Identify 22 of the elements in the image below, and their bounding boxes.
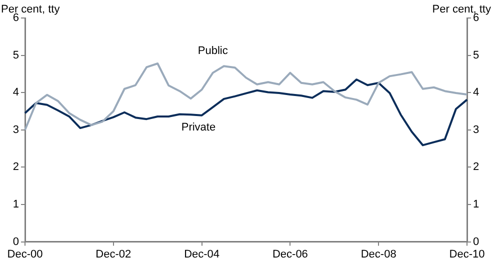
x-tick-label: Dec-08 <box>360 248 396 260</box>
y-tick-label: 6 <box>12 12 19 24</box>
y2-tick-label: 6 <box>473 12 480 24</box>
x-tick-label: Dec-02 <box>96 248 132 260</box>
y2-tick-label: 5 <box>473 49 480 62</box>
y-tick-label: 1 <box>12 198 19 211</box>
y2-tick-label: 2 <box>473 161 480 174</box>
y-tick-label: 3 <box>12 124 19 136</box>
x-tick-label: Dec-00 <box>7 248 43 260</box>
y2-tick-label: 3 <box>473 124 480 136</box>
y2-tick-label: 4 <box>473 86 480 99</box>
y2-tick-label: 0 <box>473 236 480 248</box>
y2-tick-label: 1 <box>473 198 480 211</box>
y-tick-label: 2 <box>12 161 19 174</box>
x-tick-label: Dec-06 <box>272 248 308 260</box>
x-tick-label: Dec-04 <box>184 248 220 260</box>
y-tick-label: 4 <box>12 86 19 99</box>
y-tick-label: 0 <box>12 236 19 248</box>
y-tick-label: 5 <box>12 49 19 62</box>
series-label: Public <box>198 44 228 57</box>
x-tick-label: Dec-10 <box>449 248 485 260</box>
series-label: Private <box>181 122 216 134</box>
